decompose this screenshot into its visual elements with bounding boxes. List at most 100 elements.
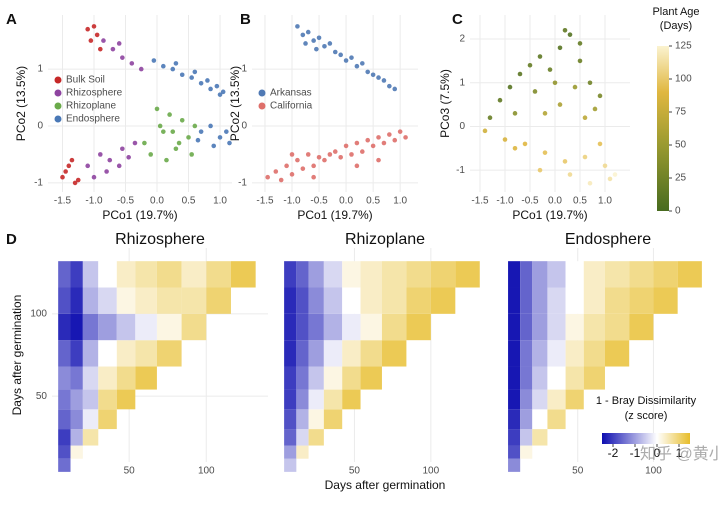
point bbox=[354, 163, 360, 169]
heatmap-cell bbox=[360, 261, 382, 288]
x-tick-label: 100 bbox=[198, 466, 215, 477]
y-tick-label: 0 bbox=[241, 121, 247, 132]
point bbox=[354, 63, 360, 69]
heatmap-cell bbox=[284, 409, 297, 430]
point bbox=[532, 89, 538, 94]
heatmap-cell bbox=[508, 445, 521, 459]
heatmap-cell bbox=[583, 261, 605, 288]
heatmap-cell bbox=[532, 429, 548, 446]
heatmap-cell bbox=[284, 389, 297, 410]
heatmap-cell bbox=[116, 389, 136, 410]
point bbox=[360, 61, 365, 66]
point bbox=[63, 169, 68, 174]
colorbar-tick-label: -1 bbox=[630, 446, 641, 460]
heatmap-cell bbox=[629, 287, 654, 314]
heatmap-cell bbox=[70, 409, 83, 430]
heatmap-cell bbox=[342, 287, 361, 314]
point bbox=[311, 38, 316, 43]
heatmap-cell bbox=[406, 287, 431, 314]
heatmap-cell bbox=[532, 340, 548, 367]
heatmap-cell bbox=[520, 409, 533, 430]
colorbar bbox=[657, 46, 669, 211]
point bbox=[311, 163, 316, 169]
heatmap-cell bbox=[296, 313, 309, 341]
heatmap-cell bbox=[653, 261, 678, 288]
x-tick-label: 50 bbox=[124, 466, 136, 477]
heatmap-cell bbox=[296, 261, 309, 288]
point bbox=[376, 75, 381, 80]
heatmap-cell bbox=[455, 261, 480, 288]
x-axis-label: PCo1 (19.7%) bbox=[512, 208, 587, 222]
heatmap-cell bbox=[58, 313, 71, 341]
point bbox=[179, 117, 185, 123]
point bbox=[192, 69, 198, 75]
point bbox=[562, 159, 568, 164]
point bbox=[98, 46, 103, 52]
x-tick-label: 0.5 bbox=[366, 196, 380, 207]
point bbox=[354, 140, 360, 146]
heatmap-cell bbox=[82, 340, 99, 367]
heatmap-cell bbox=[296, 389, 309, 410]
panel-title: Rhizosphere bbox=[115, 231, 205, 248]
heatmap-cell bbox=[135, 261, 157, 288]
point bbox=[69, 157, 75, 163]
heatmap-cell bbox=[70, 366, 83, 390]
heatmap-cell bbox=[296, 445, 309, 459]
point bbox=[587, 80, 593, 86]
panel-label: B bbox=[240, 11, 251, 28]
heatmap-cell bbox=[547, 261, 566, 288]
point bbox=[370, 143, 376, 149]
point bbox=[392, 86, 398, 92]
heatmap-cell bbox=[58, 366, 71, 390]
x-tick-label: 0.0 bbox=[339, 196, 353, 207]
heatmap-cell bbox=[583, 366, 605, 390]
point bbox=[154, 106, 160, 112]
heatmap-cell bbox=[308, 261, 324, 288]
legend-label: Rhizoplane bbox=[66, 101, 116, 112]
heatmap-cell bbox=[565, 340, 584, 367]
heatmap-cell bbox=[98, 409, 117, 430]
heatmap-cell bbox=[308, 340, 324, 367]
heatmap-cell bbox=[508, 366, 521, 390]
point bbox=[208, 86, 213, 92]
point bbox=[60, 174, 65, 180]
point bbox=[173, 146, 179, 152]
point bbox=[381, 78, 387, 83]
colorbar-tick-label: 25 bbox=[675, 173, 687, 184]
heatmap-cell bbox=[98, 366, 117, 390]
heatmap-cell bbox=[520, 445, 533, 459]
x-tick-label: 1.0 bbox=[213, 196, 227, 207]
point bbox=[98, 152, 103, 157]
point bbox=[284, 163, 289, 169]
heatmap-cell bbox=[135, 313, 157, 341]
panel-label: D bbox=[6, 231, 17, 248]
colorbar-title: (z score) bbox=[625, 410, 668, 422]
point bbox=[198, 80, 204, 86]
legend-marker bbox=[258, 102, 266, 110]
heatmap-cell bbox=[381, 261, 407, 288]
colorbar-tick-label: 50 bbox=[675, 140, 687, 151]
y-axis-label: Days after germination bbox=[10, 295, 24, 416]
point bbox=[343, 143, 349, 149]
point bbox=[265, 174, 270, 180]
point bbox=[157, 123, 163, 129]
point bbox=[138, 66, 144, 72]
point bbox=[577, 41, 583, 46]
legend-label: Rhizosphere bbox=[66, 88, 123, 99]
heatmap-cell bbox=[430, 261, 456, 288]
point bbox=[316, 154, 322, 160]
heatmap-cell bbox=[284, 340, 297, 367]
x-tick-label: -1.5 bbox=[54, 196, 72, 207]
point bbox=[376, 157, 381, 163]
heatmap-cell bbox=[98, 340, 117, 367]
heatmap-cell bbox=[82, 313, 99, 341]
heatmap-cell bbox=[284, 458, 297, 472]
heatmap-cell bbox=[565, 261, 584, 288]
point bbox=[66, 163, 72, 169]
heatmap-cell bbox=[547, 287, 566, 314]
point bbox=[542, 150, 548, 155]
colorbar-tick-label: 100 bbox=[675, 74, 692, 85]
y-axis-label: PCo2 (13.5%) bbox=[228, 66, 242, 141]
heatmap-cell bbox=[156, 313, 182, 341]
